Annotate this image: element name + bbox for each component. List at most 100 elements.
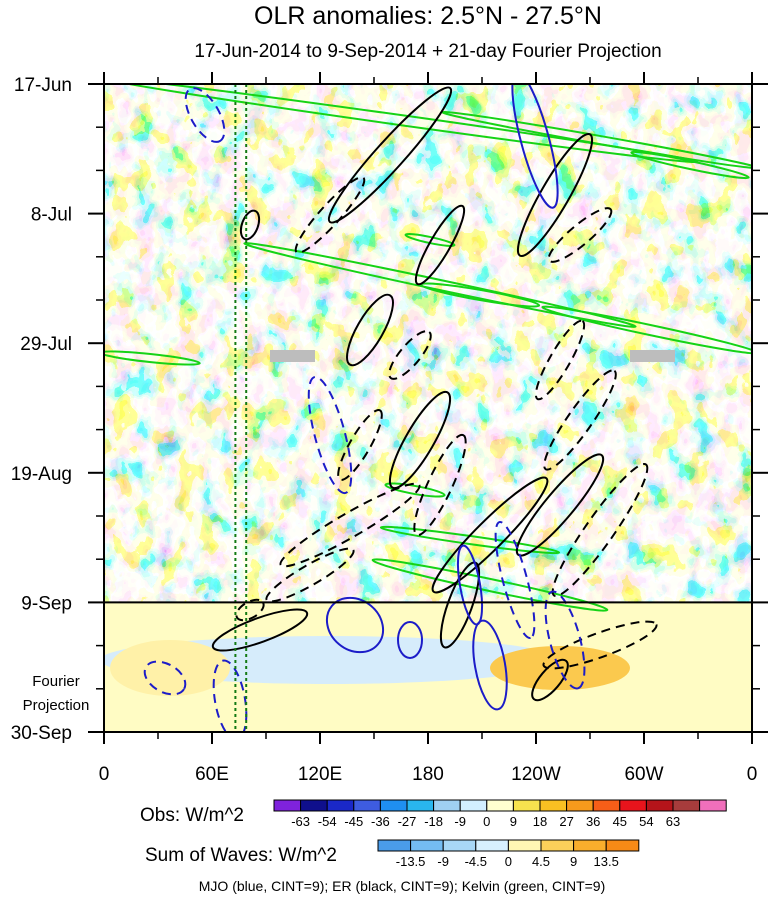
forecast-label-line-2: Projection [23, 697, 90, 714]
er-contour [531, 658, 569, 702]
x-tick-label: 60E [195, 764, 229, 785]
x-tick-label: 0 [747, 764, 758, 785]
er-contour [294, 176, 366, 254]
colorbar-level-label: 0 [483, 814, 490, 829]
er-contour [534, 319, 586, 401]
er-contour [388, 390, 452, 490]
colorbar-swatch [406, 799, 435, 812]
obs-colorbar: -63 -54 -45 -36 -27 -18 -9 0 9 18 27 36 45 54 63 [273, 799, 727, 829]
y-tick-label: 29-Jul [20, 334, 72, 355]
chart-subtitle: 17-Jun-2014 to 9-Sep-2014 + 21-day Fouri… [194, 41, 661, 62]
colorbar-level-label: 18 [533, 814, 547, 829]
colorbar-level-label: -36 [371, 814, 390, 829]
kelvin-contour [243, 242, 637, 328]
plot-field [104, 84, 752, 732]
colorbar-swatch [410, 839, 444, 852]
colorbar-level-label: 36 [586, 814, 600, 829]
er-contour [542, 620, 658, 670]
kelvin-contour [541, 305, 752, 355]
obs-anomaly-field [104, 84, 752, 603]
colorbar-swatch [699, 799, 727, 812]
colorbar-swatch [672, 799, 701, 812]
y-tick-label: 8-Jul [31, 205, 72, 226]
obs-colorbar-label: Obs: W/m^2 [140, 805, 244, 826]
mjo-contour [544, 590, 586, 690]
er-contour [516, 132, 594, 258]
er-contour [337, 409, 383, 481]
kelvin-contour [630, 150, 750, 180]
colorbar-swatch [619, 799, 647, 812]
mjo-contour [325, 596, 385, 654]
mjo-contour [212, 659, 248, 732]
projection-positive-region [110, 640, 230, 696]
colorbar-swatch [475, 839, 509, 852]
chart-title: OLR anomalies: 2.5°N - 27.5°N [254, 2, 602, 30]
y-tick-label: 9-Sep [21, 593, 72, 614]
colorbar-swatch [645, 799, 674, 812]
kelvin-contour [384, 482, 446, 498]
colorbar-level-label: -13.5 [396, 854, 426, 869]
x-tick-label: 120E [298, 764, 342, 785]
er-contour [265, 547, 355, 603]
forecast-label-line-1: Fourier [32, 673, 80, 690]
y-tick-label: 19-Aug [11, 464, 72, 485]
kelvin-contour [371, 558, 609, 612]
colorbar-swatch [459, 799, 488, 812]
kelvin-contour [104, 350, 201, 366]
colorbar-level-label: 9 [510, 814, 517, 829]
mjo-contour [307, 375, 353, 495]
x-tick-label: 180 [412, 764, 444, 785]
er-contour [551, 462, 649, 598]
colorbar-swatch [433, 799, 461, 812]
er-contour [211, 608, 309, 652]
colorbar-level-label: -9 [437, 854, 449, 869]
colorbar-swatch [507, 839, 542, 852]
y-tick-label: 30-Sep [11, 723, 72, 744]
colorbar-swatch [573, 839, 607, 852]
x-tick-label: 120W [511, 764, 561, 785]
er-contour [388, 330, 432, 380]
colorbar-swatch [605, 839, 640, 852]
er-contour [515, 453, 605, 557]
er-contour [543, 369, 617, 471]
waves-colorbar: -13.5 -9 -4.5 0 4.5 9 13.5 [377, 839, 640, 869]
colorbar-level-label: 4.5 [532, 854, 550, 869]
colorbar-level-label: 27 [559, 814, 573, 829]
mjo-contour [511, 84, 559, 209]
colorbar-swatch [539, 799, 568, 812]
y-tick-label: 17-Jun [14, 75, 72, 96]
colorbar-level-label: -63 [291, 814, 310, 829]
waves-colorbar-label: Sum of Waves: W/m^2 [145, 845, 337, 866]
mjo-contour [494, 520, 536, 640]
mjo-contour [143, 660, 187, 696]
colorbar-swatch [377, 839, 412, 852]
colorbar-level-label: -4.5 [465, 854, 487, 869]
colorbar-level-label: -27 [398, 814, 417, 829]
colorbar-level-label: 0 [505, 854, 512, 869]
er-contour [327, 86, 453, 224]
colorbar-level-label: -54 [318, 814, 337, 829]
mjo-contour [456, 544, 484, 626]
colorbar-level-label: 45 [613, 814, 627, 829]
colorbar-swatch [512, 799, 541, 812]
colorbar-swatch [353, 799, 381, 812]
colorbar-level-label: 54 [639, 814, 653, 829]
colorbar-swatch [273, 799, 302, 812]
colorbar-swatch [442, 839, 477, 852]
contour-legend: MJO (blue, CINT=9); ER (black, CINT=9); … [199, 878, 606, 894]
colorbar-level-label: 63 [666, 814, 680, 829]
er-contour [279, 482, 421, 568]
axes: 0 60E 120E 180 120W 60W 0 17-Jun 8-Jul 29-Jul 19-A… [11, 72, 768, 785]
x-tick-label: 0 [99, 764, 110, 785]
er-contour [547, 207, 613, 263]
mjo-contour [184, 87, 226, 143]
colorbar-swatch [540, 839, 575, 852]
colorbar-swatch [592, 799, 621, 812]
colorbar-level-label: -9 [454, 814, 466, 829]
colorbar-swatch [300, 799, 328, 812]
colorbar-swatch [326, 799, 355, 812]
x-tick-label: 60W [624, 764, 663, 785]
er-contour [346, 293, 394, 367]
colorbar-swatch [566, 799, 594, 812]
